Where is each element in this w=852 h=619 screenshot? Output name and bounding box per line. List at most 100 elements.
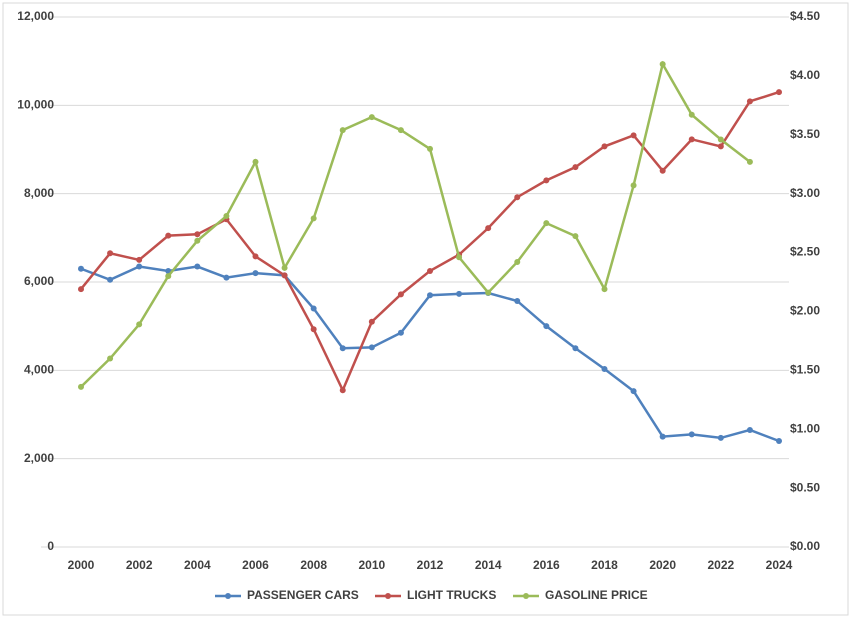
series-point bbox=[717, 434, 724, 441]
series-point bbox=[572, 164, 579, 171]
series-point bbox=[456, 290, 463, 297]
y-tick-label: 6,000 bbox=[24, 274, 54, 288]
series-point bbox=[543, 323, 550, 330]
series-point bbox=[339, 127, 346, 134]
y2-tick-label: $2.00 bbox=[790, 304, 820, 318]
series-point bbox=[514, 194, 521, 201]
x-tick-label: 2000 bbox=[68, 558, 95, 572]
legend-label: PASSENGER CARS bbox=[247, 588, 359, 602]
series-point bbox=[339, 345, 346, 352]
y2-tick-label: $3.50 bbox=[790, 127, 820, 141]
series-point bbox=[78, 265, 84, 272]
y-tick-label: 0 bbox=[47, 539, 54, 553]
x-tick-label: 2008 bbox=[300, 558, 327, 572]
series-point bbox=[136, 263, 143, 270]
series-point bbox=[194, 237, 201, 244]
series-point bbox=[688, 431, 695, 438]
series-point bbox=[543, 220, 550, 227]
series-point bbox=[427, 267, 433, 274]
y-tick-label: 8,000 bbox=[24, 186, 54, 200]
series-line bbox=[80, 60, 751, 388]
legend-marker bbox=[385, 593, 391, 599]
series-point bbox=[310, 215, 317, 222]
series-point bbox=[630, 388, 637, 395]
y2-tick-label: $2.50 bbox=[790, 245, 820, 259]
y-tick-label: 10,000 bbox=[17, 98, 54, 112]
x-tick-label: 2004 bbox=[184, 558, 211, 572]
series-point bbox=[165, 232, 172, 239]
series-point bbox=[427, 292, 433, 299]
series-point bbox=[688, 111, 695, 118]
x-tick-label: 2016 bbox=[533, 558, 560, 572]
x-tick-label: 2018 bbox=[591, 558, 618, 572]
legend-label: GASOLINE PRICE bbox=[545, 588, 648, 602]
series-point bbox=[194, 231, 201, 238]
series-point bbox=[252, 253, 259, 260]
series-point bbox=[659, 61, 666, 68]
series-point bbox=[717, 136, 724, 143]
y-tick-label: 12,000 bbox=[17, 9, 54, 23]
series-point bbox=[281, 264, 288, 271]
series-point bbox=[281, 272, 288, 279]
series-point bbox=[572, 233, 579, 240]
y2-tick-label: $0.00 bbox=[790, 539, 820, 553]
series-point bbox=[514, 258, 521, 265]
series-point bbox=[368, 114, 375, 121]
series-point bbox=[223, 274, 230, 281]
series-point bbox=[717, 143, 724, 150]
series-point bbox=[107, 276, 114, 283]
series-point bbox=[194, 263, 201, 270]
series-point bbox=[107, 355, 114, 362]
series-point bbox=[485, 225, 492, 232]
series-point bbox=[746, 158, 753, 165]
series-point bbox=[78, 383, 84, 390]
x-tick-label: 2010 bbox=[358, 558, 385, 572]
series-point bbox=[630, 132, 637, 139]
series-point bbox=[776, 438, 782, 444]
series-point bbox=[136, 256, 143, 263]
series-point bbox=[456, 254, 463, 261]
series-point bbox=[368, 344, 375, 351]
y-tick-label: 2,000 bbox=[24, 451, 54, 465]
series-point bbox=[659, 433, 666, 440]
series-point bbox=[368, 318, 375, 325]
x-tick-label: 2014 bbox=[475, 558, 502, 572]
series-point bbox=[630, 182, 637, 189]
series-point bbox=[659, 167, 666, 174]
series-point bbox=[427, 145, 433, 152]
x-tick-label: 2024 bbox=[766, 558, 793, 572]
x-tick-label: 2022 bbox=[707, 558, 734, 572]
y2-tick-label: $1.00 bbox=[790, 421, 820, 435]
series-point bbox=[572, 345, 579, 352]
y-tick-label: 4,000 bbox=[24, 363, 54, 377]
x-tick-label: 2006 bbox=[242, 558, 269, 572]
y2-tick-label: $4.00 bbox=[790, 68, 820, 82]
series-point bbox=[136, 321, 143, 328]
series-point bbox=[107, 250, 114, 257]
x-tick-label: 2012 bbox=[417, 558, 444, 572]
series-point bbox=[310, 326, 317, 333]
series-point bbox=[514, 297, 521, 304]
x-tick-label: 2020 bbox=[649, 558, 676, 572]
series-point bbox=[776, 89, 782, 96]
series-point bbox=[746, 426, 753, 433]
y2-tick-label: $3.00 bbox=[790, 186, 820, 200]
legend-marker bbox=[225, 593, 231, 599]
legend-marker bbox=[523, 593, 529, 599]
series-point bbox=[78, 286, 84, 293]
x-tick-label: 2002 bbox=[126, 558, 153, 572]
series-point bbox=[397, 329, 404, 336]
series-point bbox=[310, 305, 317, 312]
y2-tick-label: $0.50 bbox=[790, 480, 820, 494]
series-point bbox=[601, 143, 608, 150]
series-point bbox=[397, 127, 404, 134]
series-point bbox=[601, 366, 608, 373]
series-point bbox=[746, 98, 753, 105]
series-point bbox=[339, 387, 346, 394]
y2-tick-label: $4.50 bbox=[790, 9, 820, 23]
series-point bbox=[601, 286, 608, 293]
series-point bbox=[252, 158, 259, 165]
series-point bbox=[165, 273, 172, 280]
